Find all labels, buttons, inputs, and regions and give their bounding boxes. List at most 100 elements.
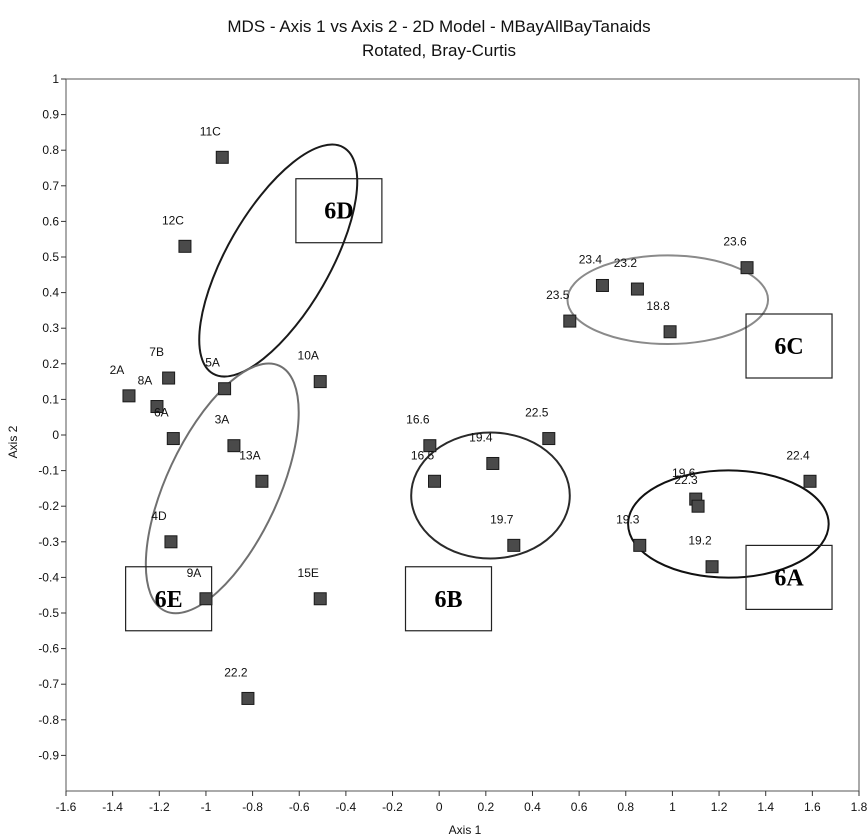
group-ellipse-6b	[410, 431, 571, 560]
group-label-6a: 6A	[774, 565, 804, 591]
data-point-label: 5A	[205, 356, 220, 370]
x-tick-label: 0.8	[617, 800, 634, 814]
data-point-label: 19.3	[616, 512, 640, 526]
y-tick-label: 0.3	[42, 321, 59, 335]
x-axis-ticks: -1.6 -1.4 -1.2 -1 -0.8 -0.6 -0.4 -0.2 0 0.2 0.4 0.6…	[56, 791, 867, 814]
y-axis-ticks: 1 0.9 0.8 0.7 0.6 0.5 0.4 0.3 0.2 0.1 0 -0.1 -0.2 -0.…	[38, 72, 66, 762]
data-point-label: 16.6	[406, 413, 430, 427]
data-point-label: 22.5	[525, 406, 549, 420]
y-tick-label: -0.7	[38, 677, 59, 691]
group-label-6d: 6D	[324, 199, 353, 225]
y-tick-label: -0.1	[38, 464, 59, 478]
data-point-marker	[633, 538, 647, 552]
data-point-label: 16.5	[411, 448, 435, 462]
group-label-box-6a	[745, 544, 833, 611]
data-point-label: 23.6	[723, 235, 747, 249]
x-tick-label: -1	[201, 800, 212, 814]
y-tick-label: -0.5	[38, 606, 59, 620]
x-tick-label: 0	[436, 800, 443, 814]
data-point-marker	[166, 432, 180, 446]
y-tick-label: -0.2	[38, 499, 59, 513]
data-point-marker	[164, 535, 178, 549]
y-tick-label: -0.4	[38, 570, 59, 584]
group-label-6b: 6B	[434, 587, 462, 613]
data-point-label: 15E	[298, 566, 319, 580]
x-tick-label: 0.6	[571, 800, 588, 814]
y-tick-label: 1	[52, 72, 59, 86]
y-tick-label: -0.8	[38, 713, 59, 727]
plot-area-frame	[65, 78, 860, 792]
data-point-marker	[630, 282, 644, 296]
data-point-marker	[255, 474, 269, 488]
data-point-label: 8A	[138, 374, 153, 388]
x-tick-label: -0.2	[382, 800, 403, 814]
data-point-marker	[199, 592, 213, 606]
x-tick-label: -0.6	[289, 800, 310, 814]
data-point-marker	[705, 560, 719, 574]
group-ellipse-6c	[566, 254, 770, 346]
y-tick-label: 0.2	[42, 357, 59, 371]
data-point-marker	[215, 150, 229, 164]
data-point-marker	[486, 456, 500, 470]
y-tick-label: 0.5	[42, 250, 59, 264]
data-point-label: 7B	[149, 345, 164, 359]
data-point-label: 13A	[239, 448, 260, 462]
data-point-marker	[241, 691, 255, 705]
data-point-label: 19.4	[469, 430, 493, 444]
data-point-label: 19.6	[672, 466, 696, 480]
x-tick-label: 1.4	[757, 800, 774, 814]
data-point-marker	[507, 538, 521, 552]
data-point-marker	[122, 389, 136, 403]
y-axis-label: Axis 2	[6, 425, 20, 458]
data-points: 11C 12C 10A 2A 7B 8A 6A 5A 3A 13A 4D 9A 15E 22.2 16.6 1…	[110, 124, 817, 705]
data-point-label: 11C	[200, 124, 221, 138]
y-tick-label: 0.6	[42, 214, 59, 228]
y-tick-label: -0.3	[38, 535, 59, 549]
data-point-marker	[691, 499, 705, 513]
data-point-label: 23.4	[579, 252, 603, 266]
x-tick-label: -1.2	[149, 800, 170, 814]
data-point-marker	[423, 439, 437, 453]
x-tick-label: 0.2	[477, 800, 494, 814]
x-axis-label: Axis 1	[449, 823, 482, 837]
data-point-marker	[563, 314, 577, 328]
data-point-label: 6A	[154, 406, 169, 420]
data-point-label: 10A	[298, 349, 319, 363]
data-point-marker	[313, 592, 327, 606]
data-point-marker	[740, 261, 754, 275]
group-ellipse-6e	[144, 362, 300, 615]
data-point-marker	[595, 278, 609, 292]
data-point-label: 19.2	[688, 534, 712, 548]
y-tick-label: 0.1	[42, 392, 59, 406]
y-tick-label: 0.9	[42, 108, 59, 122]
x-tick-label: -0.8	[242, 800, 263, 814]
y-tick-label: 0.4	[42, 286, 59, 300]
group-label-6c: 6C	[774, 334, 803, 360]
data-point-marker	[178, 239, 192, 253]
data-point-marker	[803, 474, 817, 488]
x-tick-label: 1.8	[851, 800, 867, 814]
group-ellipse-6d	[198, 143, 359, 378]
group-label-box-6b	[404, 566, 493, 632]
data-point-label: 22.2	[224, 665, 248, 679]
data-point-label: 19.7	[490, 512, 514, 526]
x-tick-label: -1.6	[56, 800, 77, 814]
data-point-marker	[227, 439, 241, 453]
data-point-label: 22.4	[786, 448, 810, 462]
chart-title: MDS - Axis 1 vs Axis 2 - 2D Model - MBay…	[227, 17, 650, 36]
data-point-label: 12C	[162, 213, 184, 227]
x-tick-label: 1.6	[804, 800, 821, 814]
data-point-label: 23.5	[546, 288, 570, 302]
data-point-label: 3A	[215, 413, 230, 427]
data-point-marker	[150, 400, 164, 414]
y-tick-label: -0.6	[38, 642, 59, 656]
data-point-marker	[218, 382, 232, 396]
group-label-6e: 6E	[155, 587, 183, 613]
data-point-marker	[663, 325, 677, 339]
y-tick-label: 0.8	[42, 143, 59, 157]
group-label-box-6c	[745, 313, 833, 379]
y-tick-label: 0.7	[42, 179, 59, 193]
data-point-label: 23.2	[614, 256, 638, 270]
y-tick-label: 0	[52, 428, 59, 442]
